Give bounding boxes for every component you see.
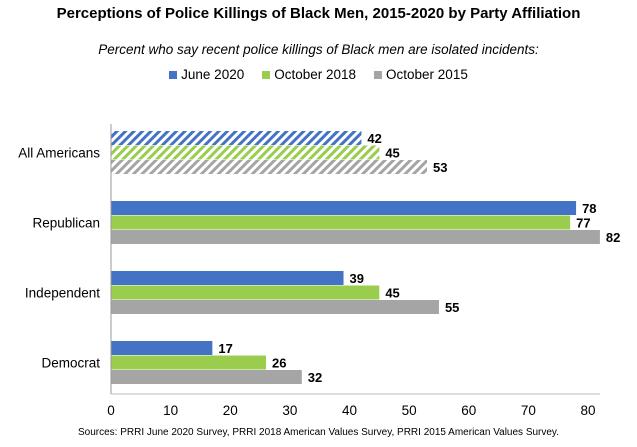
x-tick-label: 40 xyxy=(342,403,357,418)
data-label: 45 xyxy=(385,146,399,161)
x-tick-label: 70 xyxy=(521,403,536,418)
category-label: Independent xyxy=(25,286,100,301)
data-label: 17 xyxy=(218,341,232,356)
chart-subtitle: Percent who say recent police killings o… xyxy=(98,42,539,57)
category-label: Republican xyxy=(32,216,100,231)
x-tick-label: 80 xyxy=(580,403,595,418)
bar-republican-october-2018 xyxy=(111,215,571,230)
bar-democrat-june-2020 xyxy=(111,341,213,355)
bar-independent-june-2020 xyxy=(111,271,344,285)
legend-label: October 2018 xyxy=(274,67,357,82)
bar-democrat-october-2018 xyxy=(111,355,267,370)
chart-title: Perceptions of Police Killings of Black … xyxy=(56,5,581,22)
data-label: 78 xyxy=(582,201,596,216)
legend-item-october-2015: October 2015 xyxy=(374,67,468,82)
bar-independent-october-2015 xyxy=(111,300,439,314)
data-label: 26 xyxy=(272,356,286,371)
data-label: 82 xyxy=(606,230,620,245)
x-tick-label: 30 xyxy=(282,403,297,418)
x-tick-label: 10 xyxy=(163,403,178,418)
legend-item-june-2020: June 2020 xyxy=(169,67,244,82)
bar-all-americans-october-2018 xyxy=(111,145,380,160)
x-tick-label: 50 xyxy=(402,403,417,418)
legend-swatch xyxy=(374,70,383,79)
bar-independent-october-2018 xyxy=(111,285,380,300)
legend-swatch xyxy=(262,70,271,79)
x-tick-label: 20 xyxy=(223,403,238,418)
category-label: Democrat xyxy=(41,356,100,371)
bar-democrat-october-2015 xyxy=(111,370,302,384)
x-tick-label: 60 xyxy=(461,403,476,418)
data-label: 77 xyxy=(576,216,590,231)
legend-label: June 2020 xyxy=(181,67,245,82)
source-note: Sources: PRRI June 2020 Survey, PRRI 201… xyxy=(78,427,559,438)
category-label: All Americans xyxy=(18,146,100,161)
data-label: 55 xyxy=(445,300,459,315)
bar-republican-october-2015 xyxy=(111,230,600,244)
data-label: 45 xyxy=(385,286,399,301)
bar-republican-june-2020 xyxy=(111,201,577,215)
data-label: 42 xyxy=(367,131,381,146)
data-label: 39 xyxy=(350,271,364,286)
legend: June 2020 October 2018 October 2015 xyxy=(0,67,637,82)
bar-all-americans-june-2020 xyxy=(111,131,362,145)
x-tick-label: 0 xyxy=(107,403,115,418)
legend-item-october-2018: October 2018 xyxy=(262,67,356,82)
data-label: 32 xyxy=(308,370,322,385)
legend-swatch xyxy=(169,70,178,79)
legend-label: October 2015 xyxy=(386,67,468,82)
data-label: 53 xyxy=(433,160,447,175)
bar-all-americans-october-2015 xyxy=(111,160,428,174)
